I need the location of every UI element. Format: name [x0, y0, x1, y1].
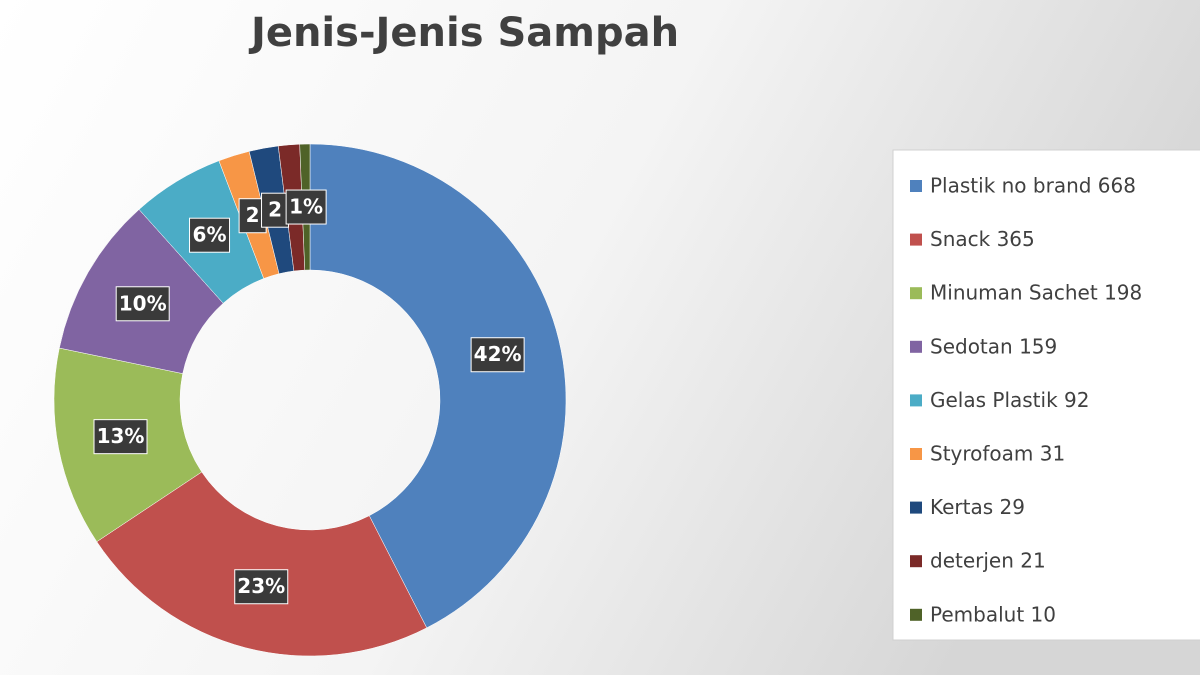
legend-label: Kertas 29	[930, 495, 1025, 519]
legend-swatch	[910, 501, 922, 514]
data-label-box	[93, 419, 148, 455]
legend-swatch	[910, 180, 922, 192]
legend-label: Gelas Plastik 92	[930, 388, 1089, 412]
data-label: 10%	[119, 291, 167, 315]
legend-swatch	[910, 340, 922, 353]
legend-swatch	[910, 233, 922, 246]
data-label-box	[285, 189, 327, 225]
legend-swatch	[910, 555, 922, 568]
data-label: 2	[268, 198, 282, 222]
legend-label: Sedotan 159	[930, 334, 1057, 358]
legend-label: Plastik no brand 668	[930, 174, 1136, 198]
data-label: 2	[246, 203, 260, 227]
legend-label: Snack 365	[930, 227, 1035, 251]
data-label-box	[470, 337, 525, 373]
donut-slice	[96, 471, 428, 657]
legend-box	[892, 149, 1200, 641]
legend-label: Pembalut 10	[930, 602, 1056, 626]
legend-swatch	[910, 608, 922, 621]
data-label-box	[189, 217, 231, 253]
legend-swatch	[910, 448, 922, 460]
data-label-box	[234, 569, 289, 605]
data-label: 13%	[97, 424, 145, 448]
data-label: 1%	[289, 195, 323, 219]
data-label: 23%	[237, 574, 285, 598]
legend-label: deterjen 21	[930, 549, 1046, 573]
legend-label: Styrofoam 31	[930, 442, 1065, 466]
data-label: 6%	[193, 223, 227, 247]
data-label: 42%	[474, 342, 522, 366]
legend-swatch	[910, 394, 922, 407]
chart-title: Jenis-Jenis Sampah	[248, 10, 679, 56]
legend-swatch	[910, 287, 922, 300]
legend-label: Minuman Sachet 198	[930, 281, 1142, 305]
data-label-box	[115, 286, 170, 322]
